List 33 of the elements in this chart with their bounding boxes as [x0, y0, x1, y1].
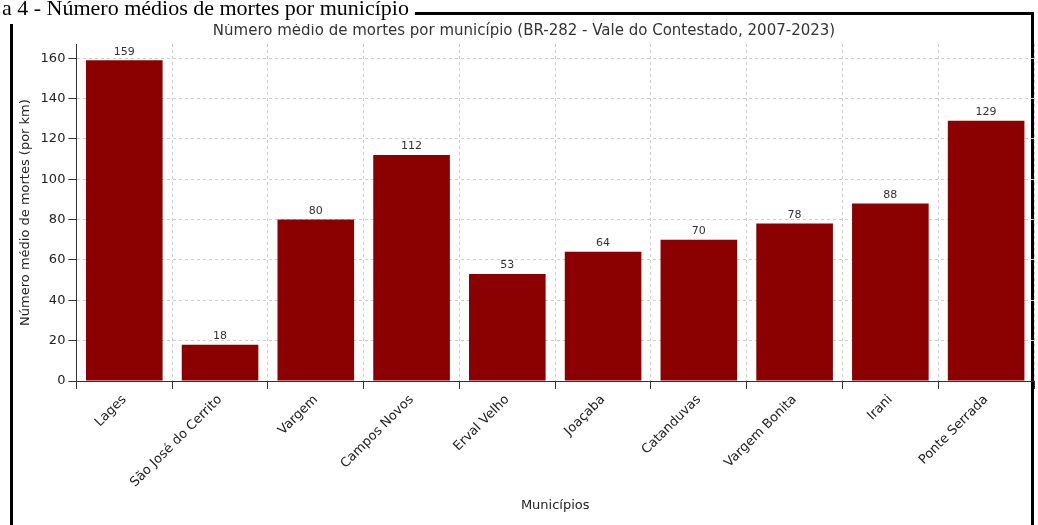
bar — [85, 60, 163, 381]
data-label: 64 — [596, 236, 611, 250]
y-tick-label: 0 — [57, 372, 66, 388]
bar — [660, 239, 738, 381]
data-label: 159 — [113, 44, 135, 58]
y-tick-label: 100 — [40, 170, 66, 186]
chart-title: Número médio de mortes por município (BR-282 - Vale do Contestado, 2007-2023) — [212, 20, 836, 39]
data-label: 18 — [213, 329, 228, 343]
bar — [373, 154, 450, 381]
data-label: 129 — [975, 105, 997, 119]
y-tick-label: 120 — [40, 130, 66, 146]
text: a 4 - Número médios de mortes por município — [2, 0, 409, 20]
y-tick-label: 40 — [48, 291, 66, 307]
data-label: 70 — [691, 224, 706, 238]
data-label: 112 — [401, 139, 423, 153]
bar — [947, 120, 1025, 381]
data-label: 78 — [787, 207, 802, 221]
bar — [181, 344, 259, 381]
y-tick-label: 20 — [48, 332, 66, 348]
bar — [469, 274, 546, 381]
data-label: 88 — [883, 187, 898, 201]
y-tick-label: 160 — [40, 49, 66, 65]
y-tick-label: 140 — [40, 89, 66, 105]
y-tick-label: 80 — [48, 210, 66, 226]
x-axis-title: Municípios — [520, 496, 590, 512]
bar — [756, 223, 833, 381]
data-label: 80 — [308, 203, 323, 217]
data-label: 53 — [500, 258, 515, 272]
bar — [564, 251, 642, 381]
bar — [277, 219, 355, 381]
bar — [852, 203, 929, 381]
y-axis-title: Número médio de mortes (por km) — [17, 99, 33, 326]
y-tick-label: 60 — [48, 251, 66, 267]
